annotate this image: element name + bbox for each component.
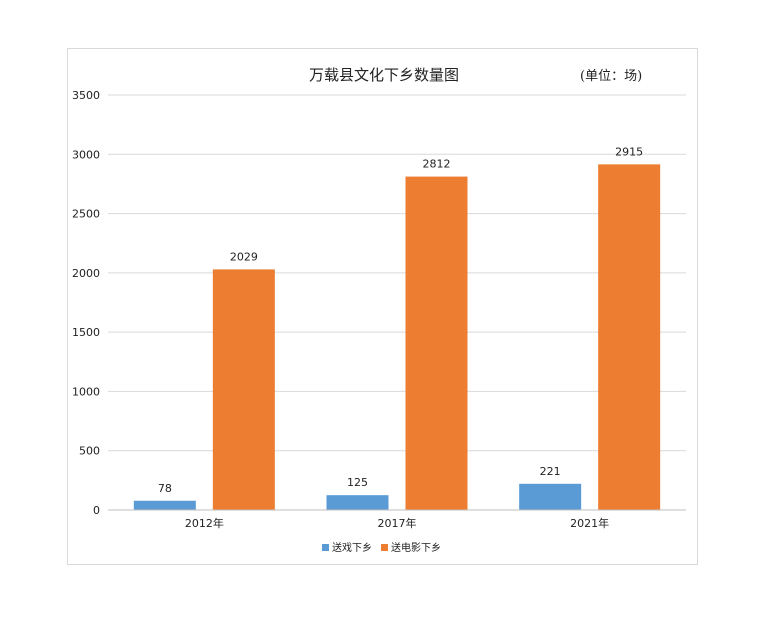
legend-label-1: 送电影下乡 bbox=[391, 541, 441, 554]
y-tick-label: 1500 bbox=[72, 326, 100, 339]
y-tick-label: 2500 bbox=[72, 208, 100, 221]
gridlines bbox=[108, 94, 686, 452]
x-tick-label: 2021年 bbox=[570, 516, 609, 530]
bar-opera-1 bbox=[326, 495, 389, 510]
bar-film-0 bbox=[212, 269, 275, 510]
bar-opera-2 bbox=[519, 483, 582, 510]
legend-swatch-1 bbox=[381, 544, 388, 551]
chart-title: 万载县文化下乡数量图 bbox=[309, 66, 459, 84]
data-label: 78 bbox=[158, 482, 172, 495]
legend-swatch-0 bbox=[322, 544, 329, 551]
x-axis-ticks: 2012年 2017年 2021年 bbox=[185, 516, 609, 530]
data-labels: 78 2029 125 2812 221 2915 bbox=[158, 145, 643, 494]
data-label: 221 bbox=[540, 465, 561, 478]
bar-opera-0 bbox=[133, 500, 196, 510]
x-tick-label: 2012年 bbox=[185, 516, 224, 530]
chart-frame bbox=[67, 48, 698, 565]
unit-note: (单位：场) bbox=[580, 69, 642, 84]
legend-label-0: 送戏下乡 bbox=[332, 541, 372, 554]
data-label: 2029 bbox=[230, 250, 258, 263]
data-label: 125 bbox=[347, 476, 368, 489]
bars bbox=[133, 164, 661, 510]
y-axis-ticks: 0 500 1000 1500 2000 2500 3000 3500 bbox=[72, 89, 100, 517]
data-label: 2812 bbox=[423, 158, 451, 171]
y-tick-label: 3500 bbox=[72, 89, 100, 102]
y-tick-label: 500 bbox=[79, 445, 100, 458]
legend: 送戏下乡 送电影下乡 bbox=[322, 541, 441, 554]
bar-film-2 bbox=[598, 164, 661, 510]
x-tick-label: 2017年 bbox=[378, 516, 417, 530]
y-tick-label: 3000 bbox=[72, 148, 100, 161]
bar-film-1 bbox=[405, 176, 468, 510]
data-label: 2915 bbox=[615, 145, 643, 158]
y-tick-label: 2000 bbox=[72, 267, 100, 280]
y-tick-label: 1000 bbox=[72, 385, 100, 398]
y-tick-label: 0 bbox=[93, 504, 100, 517]
